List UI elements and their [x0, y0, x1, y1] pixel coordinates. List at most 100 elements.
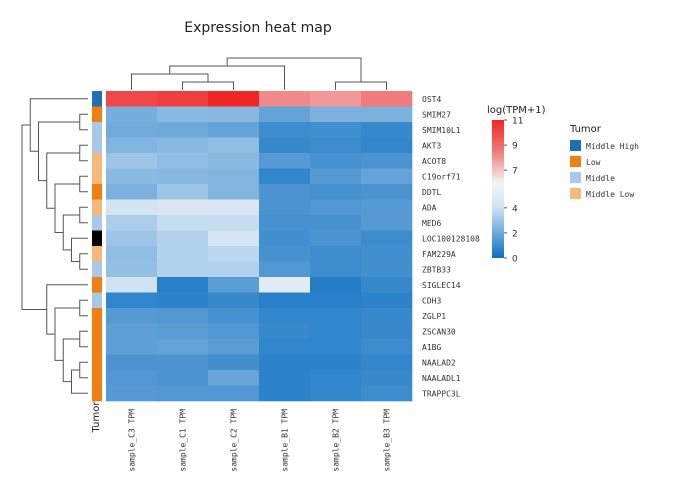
heatmap-cell	[361, 261, 413, 278]
chart-title: Expression heat map	[184, 20, 332, 36]
heatmap-cell	[106, 168, 158, 185]
heatmap-cell	[361, 308, 413, 324]
heatmap-cell	[259, 339, 311, 355]
annotation-cell	[92, 106, 102, 123]
heatmap-cell	[259, 370, 311, 386]
row-label: SMIM27	[422, 110, 451, 119]
heatmap-cell	[106, 106, 158, 123]
heatmap-cell	[208, 184, 260, 200]
heatmap-cell	[106, 277, 158, 293]
row-label: ADA	[422, 203, 437, 212]
row-label: ZSCAN30	[422, 327, 456, 336]
heatmap-cell	[157, 339, 209, 355]
heatmap-cell	[157, 199, 209, 216]
heatmap-cell	[157, 261, 209, 278]
heatmap-cell	[361, 91, 413, 107]
heatmap-cell	[157, 354, 209, 371]
legend-label: Middle High	[586, 142, 639, 151]
heatmap-cell	[259, 184, 311, 200]
legend-swatch	[570, 140, 581, 151]
annotation-cell	[92, 91, 102, 107]
heatmap-cell	[361, 246, 413, 262]
annotation-cell	[92, 215, 102, 231]
heatmap-cell	[310, 292, 362, 309]
heatmap-cell	[106, 215, 158, 231]
heatmap-cell	[106, 153, 158, 169]
heatmap-cell	[259, 106, 311, 123]
heatmap-cell	[361, 292, 413, 309]
legend-swatch	[570, 172, 581, 183]
dendrogram-link	[182, 81, 234, 90]
heatmap-cell	[208, 261, 260, 278]
heatmap-cell	[208, 246, 260, 262]
heatmap-cell	[157, 230, 209, 247]
colorbar-tick-label: 4	[512, 204, 518, 214]
heatmap-cell	[361, 230, 413, 247]
colorbar-title: log(TPM+1)	[487, 105, 546, 116]
heatmap-cell	[106, 308, 158, 324]
heatmap-cell	[310, 385, 362, 402]
heatmap-cell	[157, 277, 209, 293]
heatmap-cell	[361, 168, 413, 185]
row-label: NAALADL1	[422, 374, 461, 383]
heatmap-cell	[208, 230, 260, 247]
annotation-cell	[92, 277, 102, 293]
heatmap-cell	[106, 246, 158, 262]
heatmap-cell	[310, 122, 362, 138]
heatmap-cell	[208, 153, 260, 169]
legend-label: Middle Low	[586, 190, 634, 199]
heatmap-cell	[259, 246, 311, 262]
heatmap-cell	[310, 339, 362, 355]
colorbar: log(TPM+1) 0 2 4 7 9 11	[487, 105, 546, 265]
heatmap-cell	[310, 323, 362, 340]
colorbar-tick-label: 2	[512, 229, 518, 239]
annotation-cell	[92, 370, 102, 386]
heatmap-cell	[310, 308, 362, 324]
heatmap-cell	[157, 122, 209, 138]
dendrogram-link	[79, 144, 88, 162]
heatmap-cell	[361, 339, 413, 355]
heatmap-cell	[208, 168, 260, 185]
heatmap-cell	[259, 122, 311, 138]
dendrogram-link	[38, 121, 80, 182]
heatmap-cell	[208, 308, 260, 324]
heatmap-cell	[208, 354, 260, 371]
annotation-cell	[92, 122, 102, 138]
row-label: NAALAD2	[422, 358, 456, 367]
legend-title: Tumor	[569, 124, 602, 135]
annotation-cell	[92, 261, 102, 278]
heatmap-cell	[310, 91, 362, 107]
colorbar-tick-label: 7	[512, 167, 518, 177]
dendrogram-link	[54, 307, 80, 361]
heatmap-cell	[361, 370, 413, 386]
heatmap-cell	[157, 215, 209, 231]
row-label: OST4	[422, 95, 441, 104]
row-labels: OST4 SMIM27 SMIM10L1 AKT3 ACOT8 C19orf71 DDTL A…	[422, 95, 480, 399]
column-label: sample_B1 TPM	[281, 409, 290, 472]
row-label: ZGLP1	[422, 312, 446, 321]
dendrogram-link	[79, 253, 88, 270]
heatmap-cell	[106, 230, 158, 247]
heatmap-cell	[208, 385, 260, 402]
annotation-cell	[92, 246, 102, 262]
heatmap-cell	[361, 215, 413, 231]
row-label: SMIM10L1	[422, 126, 461, 135]
heatmap-cell	[310, 137, 362, 154]
heatmap-cell	[157, 323, 209, 340]
heatmap-cell	[310, 106, 362, 123]
heatmap-cell	[259, 153, 311, 169]
row-label: DDTL	[422, 188, 441, 197]
heatmap-cells	[106, 91, 413, 402]
row-label: AKT3	[422, 141, 441, 150]
row-label: LOC100128108	[422, 234, 480, 243]
heatmap-cell	[310, 354, 362, 371]
dendrogram-link	[79, 299, 88, 317]
column-label: sample_C1 TPM	[179, 409, 188, 472]
heatmap-cell	[259, 199, 311, 216]
dendrogram-link	[21, 124, 47, 310]
heatmap-cell	[208, 91, 260, 107]
heatmap-cell	[157, 168, 209, 185]
heatmap-cell	[208, 370, 260, 386]
row-label: CDH3	[422, 296, 441, 305]
